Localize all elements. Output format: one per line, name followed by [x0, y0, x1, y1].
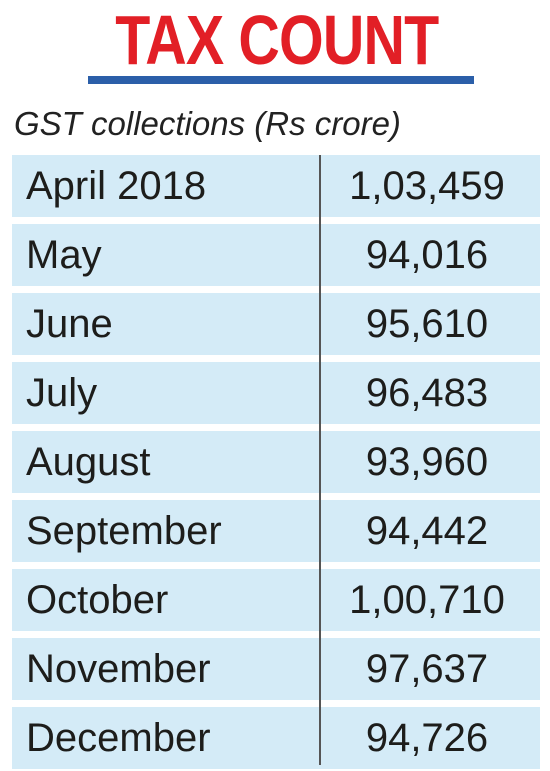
collection-value: 94,726 — [365, 716, 489, 760]
table-row: May 94,016 — [12, 224, 540, 286]
table-row: July 96,483 — [12, 362, 540, 424]
month-label: May — [26, 233, 102, 277]
chart-subtitle: GST collections (Rs crore) — [14, 105, 401, 142]
month-label: June — [26, 302, 113, 346]
table-row: August 93,960 — [12, 431, 540, 493]
chart-title: TAX COUNT — [115, 1, 439, 79]
table-row: November 97,637 — [12, 638, 540, 700]
table-row: December 94,726 — [12, 707, 540, 769]
month-label: October — [26, 578, 169, 622]
month-label: November — [26, 647, 211, 691]
collection-value: 95,610 — [365, 302, 489, 346]
gst-table: April 2018 1,03,459 May 94,016 June 95,610 Jul… — [12, 155, 540, 769]
collection-value: 93,960 — [365, 440, 489, 484]
collection-value: 1,03,459 — [349, 164, 505, 208]
month-label: April 2018 — [26, 164, 207, 208]
table-row: June 95,610 — [12, 293, 540, 355]
title-underline — [88, 76, 474, 84]
table-row: April 2018 1,03,459 — [12, 155, 540, 217]
month-label: August — [26, 440, 151, 484]
table-row: October 1,00,710 — [12, 569, 540, 631]
collection-value: 1,00,710 — [349, 578, 505, 622]
collection-value: 97,637 — [365, 647, 489, 691]
collection-value: 94,016 — [365, 233, 489, 277]
month-label: July — [26, 371, 98, 415]
column-divider — [319, 155, 321, 765]
table-row: September 94,442 — [12, 500, 540, 562]
collection-value: 96,483 — [365, 371, 489, 415]
month-label: December — [26, 716, 211, 760]
month-label: September — [26, 509, 222, 553]
collection-value: 94,442 — [365, 509, 489, 553]
